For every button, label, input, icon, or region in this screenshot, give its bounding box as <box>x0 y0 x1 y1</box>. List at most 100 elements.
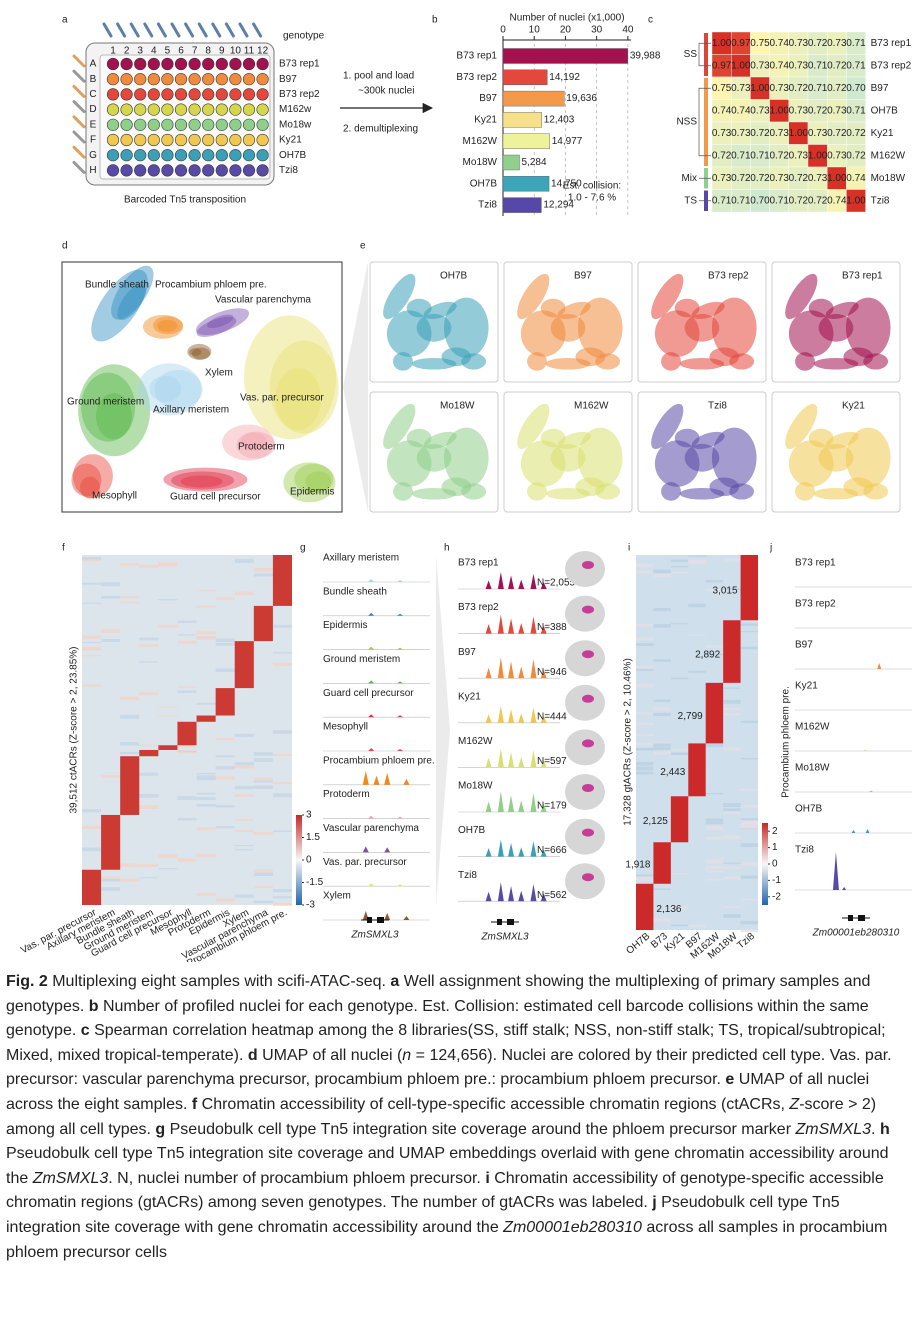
pipette <box>145 24 152 36</box>
heatmap-noise <box>741 875 758 878</box>
axis-title: Number of nuclei (x1,000) <box>509 13 624 24</box>
cell-label: 0.72 <box>827 83 847 94</box>
heatmap-noise <box>653 751 670 755</box>
genotype-label: B73 rep2 <box>279 89 320 100</box>
genotype-label: Ky21 <box>279 135 302 146</box>
cell-label: 0.72 <box>827 128 847 139</box>
well <box>148 134 160 146</box>
heatmap-noise <box>636 564 653 567</box>
well <box>257 149 269 161</box>
heatmap-noise <box>741 820 758 823</box>
row-label: OH7B <box>871 105 899 116</box>
well <box>216 58 228 70</box>
mini-umap <box>565 863 605 899</box>
well <box>175 104 187 116</box>
colorbar <box>762 823 768 905</box>
panel-label: d <box>62 241 68 252</box>
well <box>189 149 201 161</box>
pipette <box>74 117 84 127</box>
heatmap-noise <box>197 778 216 781</box>
heatmap-noise <box>177 858 196 861</box>
category-label: Tzi8 <box>478 200 497 211</box>
cell-label: 0.72 <box>808 38 828 49</box>
row-letter: G <box>89 150 97 161</box>
heatmap-noise <box>273 782 292 784</box>
heatmap-noise <box>706 821 723 824</box>
heatmap-noise <box>653 608 670 611</box>
coverage-track <box>323 816 430 819</box>
cell-label: 1.00 <box>808 150 828 161</box>
caption-run: Z <box>789 1096 799 1113</box>
pipette <box>240 24 247 36</box>
value-label: 14,192 <box>549 72 580 83</box>
heatmap-noise <box>197 893 216 896</box>
heatmap-noise <box>723 811 740 814</box>
heatmap-noise <box>82 642 101 643</box>
well <box>202 119 214 131</box>
block-count: 3,015 <box>713 586 738 597</box>
track-label: Ground meristem <box>323 654 400 665</box>
heatmap-noise <box>723 914 740 918</box>
heatmap-noise <box>636 684 653 688</box>
well <box>107 104 119 116</box>
coverage-track <box>795 829 912 833</box>
y-label: 17,328 gtACRs (Z-score > 2, 10.46%) <box>623 658 634 826</box>
well <box>243 58 255 70</box>
row-letter: E <box>90 119 97 130</box>
pipette <box>172 24 179 36</box>
well <box>162 89 174 101</box>
well <box>121 73 133 85</box>
row-label: B73 rep1 <box>871 38 912 49</box>
heatmap-noise <box>653 918 670 922</box>
heatmap-noise <box>741 758 758 759</box>
heatmap-noise <box>653 746 670 750</box>
cluster-label: Ground meristem <box>67 397 144 408</box>
value-label: 5,284 <box>521 157 546 168</box>
column-number: 1 <box>110 46 116 57</box>
heatmap-noise <box>653 573 670 577</box>
category-label: Ky21 <box>474 115 497 126</box>
well <box>162 149 174 161</box>
heatmap-noise <box>636 767 653 771</box>
page: {"panel_a":{"panel_label":"a","header":"… <box>0 0 914 1322</box>
heatmap-noise <box>254 777 273 780</box>
cell-label: 0.73 <box>731 128 751 139</box>
heatmap-noise <box>254 573 273 576</box>
heatmap-noise <box>197 773 216 775</box>
gtacr-block <box>741 555 758 620</box>
well <box>257 73 269 85</box>
heatmap-noise <box>636 643 653 646</box>
mini-umap <box>565 774 605 810</box>
group-label: SS <box>684 49 698 60</box>
track-label: Procambium phloem pre. <box>323 755 435 766</box>
heatmap-noise <box>653 707 670 710</box>
block-count: 2,799 <box>678 711 703 722</box>
heatmap-noise <box>273 793 292 797</box>
umap-region <box>729 483 754 499</box>
heatmap-noise <box>636 722 653 725</box>
cell-label: 0.73 <box>750 60 770 71</box>
x-label: Tzi8 <box>735 931 757 952</box>
heatmap-noise <box>139 864 158 867</box>
well <box>202 104 214 116</box>
well <box>121 119 133 131</box>
heatmap-noise <box>235 849 254 850</box>
heatmap-noise <box>273 663 292 666</box>
heatmap-noise <box>197 793 216 795</box>
heatmap-noise <box>158 868 177 869</box>
heatmap-noise <box>235 794 254 797</box>
heatmap-noise <box>216 898 235 902</box>
cell-label: 0.73 <box>827 105 847 116</box>
well <box>230 165 242 177</box>
well <box>257 58 269 70</box>
category-label: B73 rep2 <box>456 72 497 83</box>
track-label: B73 rep2 <box>458 602 499 613</box>
track-label: Mesophyll <box>323 722 368 733</box>
heatmap-noise <box>139 794 158 798</box>
colorbar-label: -3 <box>306 900 315 911</box>
heatmap-noise <box>671 756 688 757</box>
block-count: 2,136 <box>656 904 681 915</box>
heatmap-noise <box>706 860 723 864</box>
heatmap-noise <box>235 819 254 821</box>
sample-label: B97 <box>574 271 592 282</box>
